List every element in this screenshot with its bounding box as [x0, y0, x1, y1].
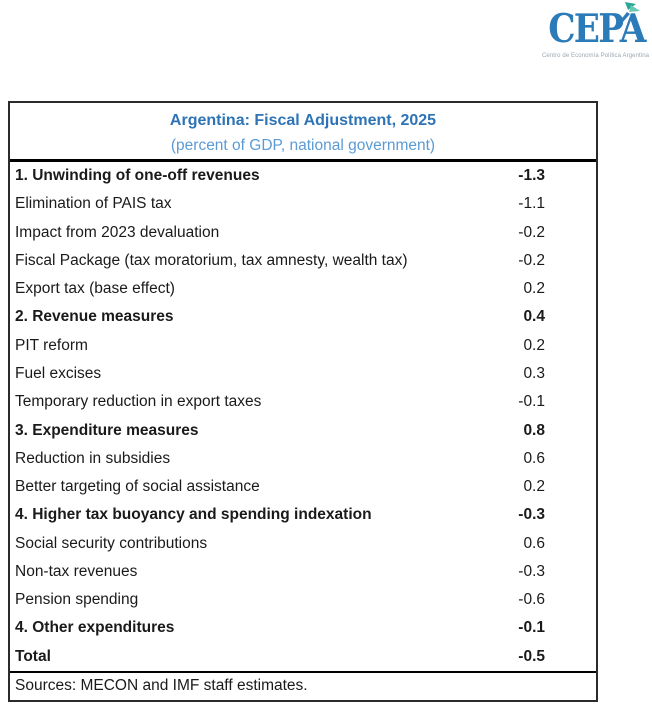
table-row: Elimination of PAIS tax -1.1: [10, 190, 596, 218]
row-label: 1. Unwinding of one-off revenues: [15, 167, 260, 185]
row-value: -1.1: [518, 195, 545, 213]
row-label: Export tax (base effect): [15, 280, 175, 298]
table-row: Pension spending -0.6: [10, 586, 596, 614]
logo-tagline: Centro de Economía Política Argentina: [542, 53, 650, 59]
row-label: Total: [15, 647, 51, 665]
row-label: Elimination of PAIS tax: [15, 195, 172, 213]
table-row: Non-tax revenues -0.3: [10, 558, 596, 586]
table-row: PIT reform 0.2: [10, 332, 596, 360]
row-value: -0.2: [518, 223, 545, 241]
table-body: 1. Unwinding of one-off revenues -1.3 Elim…: [10, 162, 596, 673]
row-value: -1.3: [518, 167, 545, 185]
row-label: PIT reform: [15, 336, 88, 354]
row-label: 3. Expenditure measures: [15, 421, 199, 439]
table-source: Sources: MECON and IMF staff estimates.: [15, 676, 308, 694]
row-value: -0.1: [518, 619, 545, 637]
row-label: 2. Revenue measures: [15, 308, 174, 326]
row-value: 0.3: [523, 364, 545, 382]
row-value: -0.3: [518, 506, 545, 524]
table-row: Impact from 2023 devaluation -0.2: [10, 219, 596, 247]
row-label: Reduction in subsidies: [15, 449, 171, 467]
table-header: Argentina: Fiscal Adjustment, 2025 (perc…: [10, 103, 596, 162]
cepa-logo: CEPA Centro de Economía Política Argenti…: [542, 1, 650, 60]
logo-bird-icon: [619, 2, 640, 23]
row-value: -0.5: [518, 647, 545, 665]
row-value: -0.6: [518, 591, 545, 609]
table-subtitle: (percent of GDP, national government): [170, 137, 436, 154]
table-row: 3. Expenditure measures 0.8: [10, 416, 596, 444]
row-label: Social security contributions: [15, 534, 208, 552]
table-title: Argentina: Fiscal Adjustment, 2025: [169, 112, 437, 129]
row-value: 0.4: [523, 308, 545, 326]
row-label: Fuel excises: [15, 364, 102, 382]
row-label: Pension spending: [15, 591, 139, 609]
logo-mark: CEPA: [542, 1, 646, 53]
row-label: 4. Other expenditures: [15, 619, 175, 637]
row-value: 0.6: [523, 534, 545, 552]
table-row: Export tax (base effect) 0.2: [10, 275, 596, 303]
row-label: Temporary reduction in export taxes: [15, 393, 262, 411]
row-value: 0.2: [523, 280, 545, 298]
table-row: Fiscal Package (tax moratorium, tax amne…: [10, 247, 596, 275]
row-label: Better targeting of social assistance: [15, 478, 260, 496]
table-row: 1. Unwinding of one-off revenues -1.3: [10, 162, 596, 190]
row-value: 0.2: [523, 336, 545, 354]
row-value: -0.3: [518, 562, 545, 580]
logo-text: CEPA: [548, 6, 646, 52]
table-row: Better targeting of social assistance 0.2: [10, 473, 596, 501]
fiscal-table: Argentina: Fiscal Adjustment, 2025 (perc…: [8, 101, 598, 702]
row-label: Impact from 2023 devaluation: [15, 223, 220, 241]
row-value: -0.1: [518, 393, 545, 411]
table-row: Fuel excises 0.3: [10, 360, 596, 388]
table-row: 4. Higher tax buoyancy and spending inde…: [10, 501, 596, 529]
table-row: Temporary reduction in export taxes -0.1: [10, 388, 596, 416]
table-row: Total -0.5: [10, 643, 596, 671]
row-value: 0.8: [523, 421, 545, 439]
row-label: 4. Higher tax buoyancy and spending inde…: [15, 506, 372, 524]
row-value: 0.2: [523, 478, 545, 496]
table-row: Social security contributions 0.6: [10, 529, 596, 557]
table-row: 4. Other expenditures -0.1: [10, 614, 596, 642]
table-row: Reduction in subsidies 0.6: [10, 445, 596, 473]
row-value: 0.6: [523, 449, 545, 467]
table-row: 2. Revenue measures 0.4: [10, 303, 596, 331]
row-label: Fiscal Package (tax moratorium, tax amne…: [15, 251, 408, 269]
row-label: Non-tax revenues: [15, 562, 138, 580]
row-value: -0.2: [518, 251, 545, 269]
